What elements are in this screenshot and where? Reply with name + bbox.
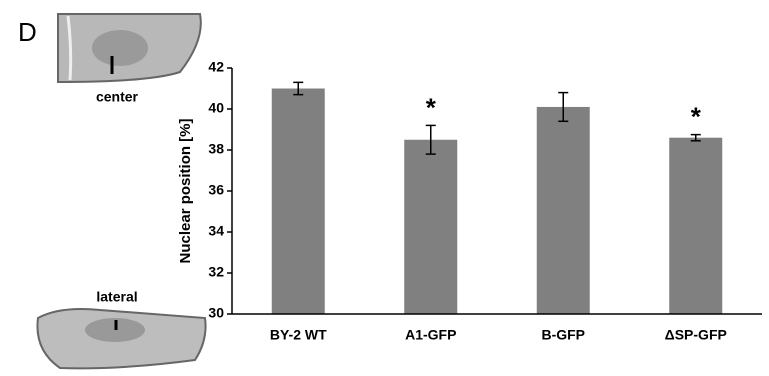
bar	[404, 140, 457, 314]
panel-label: D	[18, 17, 37, 47]
y-tick-label: 42	[208, 59, 224, 75]
figure: D center lateral Nuclear position [%] 30…	[0, 0, 769, 376]
bar	[669, 138, 722, 314]
significance-marker: *	[426, 92, 437, 122]
y-tick-label: 36	[208, 182, 224, 198]
x-tick-label: B-GFP	[541, 327, 585, 343]
y-tick-label: 32	[208, 264, 224, 280]
significance-marker: *	[691, 102, 702, 132]
image-label: center	[96, 89, 139, 105]
y-tick-label: 40	[208, 100, 224, 116]
y-tick-label: 34	[208, 223, 224, 239]
y-tick-label: 30	[208, 305, 224, 321]
micrograph-center	[58, 14, 201, 82]
y-axis-label: Nuclear position [%]	[177, 118, 194, 263]
y-tick-label: 38	[208, 141, 224, 157]
x-tick-label: ΔSP-GFP	[665, 327, 727, 343]
x-tick-label: BY-2 WT	[270, 327, 327, 343]
x-tick-label: A1-GFP	[405, 327, 456, 343]
bar	[272, 89, 325, 315]
micrograph-lateral	[37, 309, 205, 368]
image-label: lateral	[96, 289, 137, 305]
bar	[537, 107, 590, 314]
